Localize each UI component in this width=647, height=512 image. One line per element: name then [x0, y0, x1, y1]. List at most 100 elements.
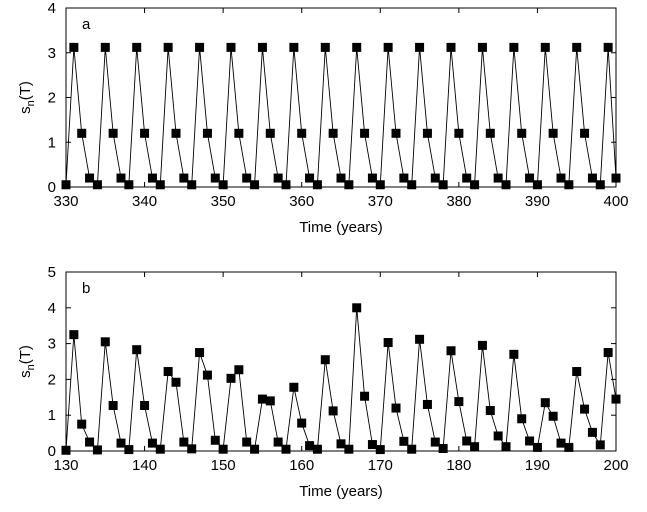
data-point	[155, 444, 165, 454]
data-point	[438, 443, 448, 453]
data-point	[525, 173, 535, 183]
y-tick-label: 2	[48, 371, 56, 388]
data-point	[124, 445, 134, 455]
data-point	[85, 437, 95, 447]
x-tick-label: 370	[368, 193, 393, 210]
data-point	[100, 42, 110, 52]
y-tick-label: 0	[48, 443, 56, 460]
data-point	[132, 42, 142, 52]
data-point	[69, 42, 79, 52]
data-point	[477, 340, 487, 350]
data-point	[580, 128, 590, 138]
data-point	[556, 438, 566, 448]
data-point	[564, 442, 574, 452]
x-tick-label: 130	[53, 457, 78, 474]
y-axis-title-suffix: (T)	[17, 81, 34, 100]
data-point	[415, 42, 425, 52]
panel-a: 330 340 350 360 370 380 390 400 0 1 2 3 4 Time (years…	[17, 0, 629, 236]
data-point	[171, 128, 181, 138]
data-point	[187, 444, 197, 454]
data-point	[147, 438, 157, 448]
x-tick-label: 150	[211, 457, 236, 474]
data-point	[485, 406, 495, 416]
data-point	[250, 444, 260, 454]
data-point	[422, 128, 432, 138]
data-point	[446, 42, 456, 52]
data-point	[477, 42, 487, 52]
y-axis-title: sn(T)	[17, 81, 37, 114]
data-point	[375, 445, 385, 455]
data-point	[430, 437, 440, 447]
data-point	[77, 128, 87, 138]
data-point	[438, 180, 448, 190]
data-point	[493, 431, 503, 441]
data-point	[124, 180, 134, 190]
data-point	[226, 373, 236, 383]
data-point	[501, 180, 511, 190]
data-point	[202, 370, 212, 380]
x-tick-label: 160	[289, 457, 314, 474]
y-tick-label: 0	[48, 179, 56, 196]
data-point	[218, 444, 228, 454]
data-point	[179, 173, 189, 183]
data-point	[85, 173, 95, 183]
x-tick-label: 390	[525, 193, 550, 210]
y-tick-label: 2	[48, 90, 56, 107]
data-point	[383, 338, 393, 348]
x-tick-label: 350	[211, 193, 236, 210]
series-line	[65, 307, 617, 451]
data-point	[540, 42, 550, 52]
data-point	[305, 173, 315, 183]
y-axis-title-subscript: n	[25, 100, 37, 106]
data-point	[367, 440, 377, 450]
data-point	[140, 401, 150, 411]
data-point	[493, 173, 503, 183]
data-point	[163, 42, 173, 52]
data-point	[470, 442, 480, 452]
data-point	[108, 401, 118, 411]
data-point	[391, 128, 401, 138]
data-point	[336, 173, 346, 183]
data-point	[210, 173, 220, 183]
data-point	[210, 435, 220, 445]
data-point	[532, 180, 542, 190]
data-point	[297, 128, 307, 138]
y-axis-title-base: s	[17, 370, 34, 378]
data-point	[234, 365, 244, 375]
data-point	[485, 128, 495, 138]
data-point	[273, 173, 283, 183]
data-point	[399, 173, 409, 183]
data-point	[195, 42, 205, 52]
y-axis-title: sn(T)	[17, 345, 37, 378]
data-point	[195, 348, 205, 358]
data-point	[517, 414, 527, 424]
data-point	[572, 367, 582, 377]
x-tick-label: 190	[525, 457, 550, 474]
data-point	[548, 128, 558, 138]
data-point	[218, 180, 228, 190]
x-tick-label: 340	[132, 193, 157, 210]
data-point	[281, 180, 291, 190]
x-axis-title: Time (years)	[299, 219, 383, 236]
data-point	[525, 436, 535, 446]
data-point	[265, 128, 275, 138]
data-point	[179, 437, 189, 447]
panel-letter: a	[82, 16, 91, 33]
data-point	[383, 42, 393, 52]
data-point	[61, 445, 71, 455]
data-point	[289, 382, 299, 392]
data-point	[595, 440, 605, 450]
data-point	[415, 334, 425, 344]
plot-frame	[65, 7, 617, 188]
data-point	[587, 173, 597, 183]
data-point	[532, 442, 542, 452]
data-point	[202, 128, 212, 138]
data-point	[226, 42, 236, 52]
data-point	[360, 391, 370, 401]
data-point	[580, 404, 590, 414]
data-point	[336, 439, 346, 449]
data-point	[289, 42, 299, 52]
data-point	[305, 441, 315, 451]
data-point	[352, 303, 362, 313]
data-point	[281, 444, 291, 454]
